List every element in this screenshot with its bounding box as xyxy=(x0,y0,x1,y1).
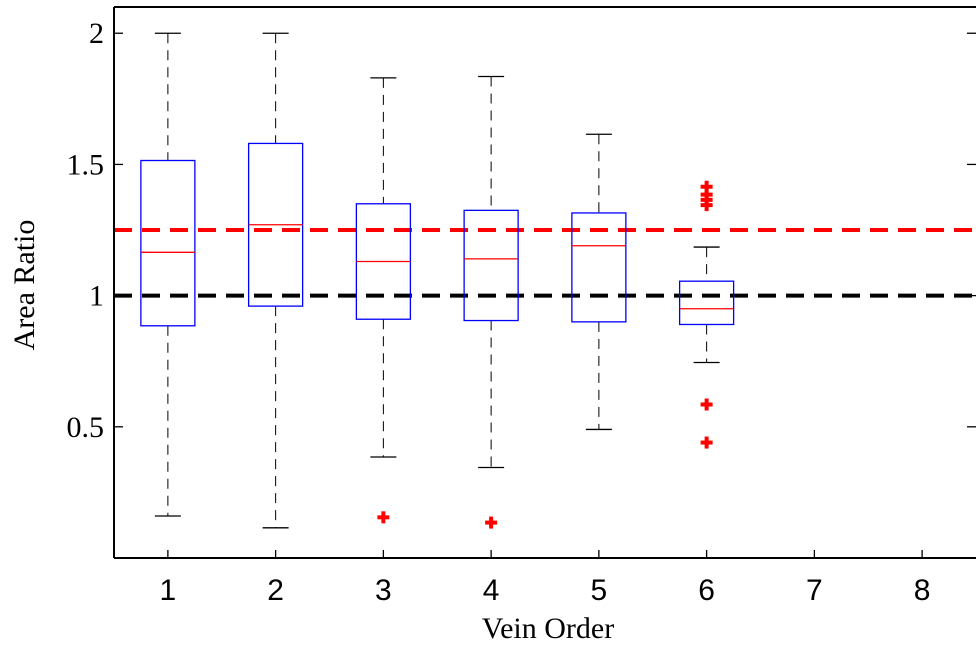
plot-area xyxy=(114,7,976,558)
box-1 xyxy=(140,159,196,327)
reference-lines xyxy=(114,228,976,298)
x-tick-label-2: 2 xyxy=(267,574,284,607)
y-tick-label-1: 1 xyxy=(89,280,104,313)
x-ticks: 1 2 3 4 5 6 7 8 xyxy=(160,550,931,607)
outlier-4-1 xyxy=(485,516,498,529)
y-tick-label-3: 2 xyxy=(89,17,104,50)
x-tick-label-4: 4 xyxy=(483,574,500,607)
box-6 xyxy=(678,280,735,326)
y-axis-title: Area Ratio xyxy=(8,220,41,351)
box-group-1 xyxy=(140,32,196,517)
outlier-6-5 xyxy=(700,398,713,411)
y-tick-label-2: 1.5 xyxy=(67,148,105,181)
box-group-3 xyxy=(355,77,412,458)
box-group-4 xyxy=(463,75,519,469)
x-tick-label-3: 3 xyxy=(375,574,392,607)
outlier-3-1 xyxy=(377,511,390,524)
box-group-5 xyxy=(571,133,627,431)
x-tick-label-6: 6 xyxy=(698,574,715,607)
box-4 xyxy=(463,209,519,322)
y-tick-label-0: 0.5 xyxy=(67,411,105,444)
outliers xyxy=(377,180,713,529)
y-ticks: 0.5 1 1.5 2 xyxy=(67,17,976,444)
boxes xyxy=(140,32,735,529)
axes xyxy=(113,6,976,559)
x-tick-label-1: 1 xyxy=(160,574,177,607)
box-5 xyxy=(571,212,627,323)
outlier-6-6 xyxy=(700,436,713,449)
x-tick-label-5: 5 xyxy=(591,574,608,607)
outlier-6-4 xyxy=(700,199,713,212)
x-tick-label-7: 7 xyxy=(806,574,823,607)
box-group-2 xyxy=(247,32,304,529)
box-group-6 xyxy=(678,246,735,364)
x-tick-label-8: 8 xyxy=(914,574,931,607)
x-axis-title: Vein Order xyxy=(482,612,614,645)
